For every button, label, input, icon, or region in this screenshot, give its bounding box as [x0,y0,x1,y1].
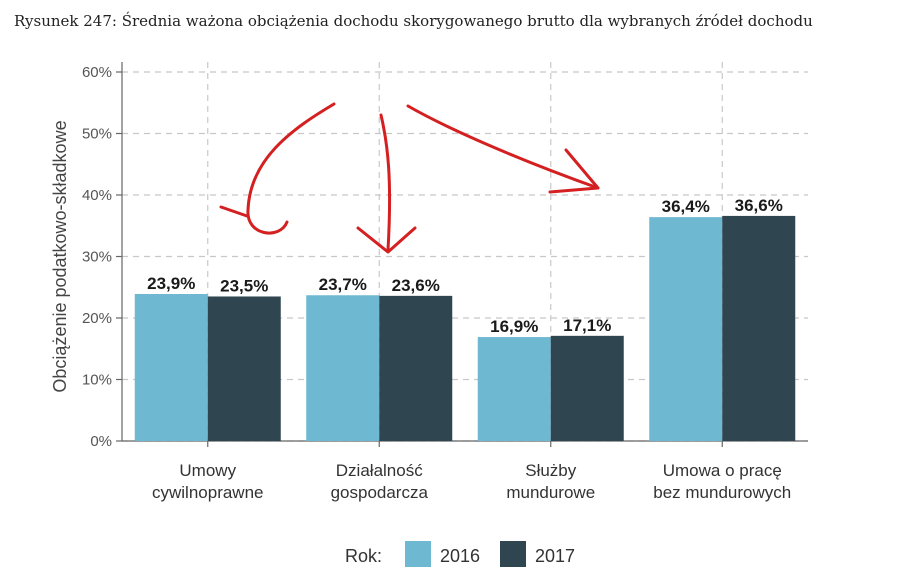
y-tick-label: 20% [82,310,112,327]
red-arrow-3 [406,104,600,190]
x-tick-label: cywilnoprawne [152,483,264,502]
y-tick-label: 10% [82,372,112,389]
bar-2017 [722,215,796,441]
legend-label-2016: 2016 [440,546,480,566]
x-tick-label: Służby [525,461,577,480]
data-label: 36,6% [735,196,783,215]
red-arrow-2-head [356,226,417,254]
bars [134,215,796,441]
x-tick-label: mundurowe [506,483,595,502]
data-label: 23,9% [147,274,195,293]
x-tick-label: Umowy [179,461,236,480]
data-label: 23,7% [319,275,367,294]
data-labels: 23,9% 23,5% 23,7% 23,6% 16,9% 17,1% 36,4% 36,6% [147,196,783,336]
data-label: 16,9% [490,317,538,336]
bar-2016 [134,294,208,441]
y-axis-title: Obciążenie podatkowo-składkowe [50,120,70,392]
data-label: 23,5% [220,276,268,295]
x-tick-label: bez mundurowych [653,483,791,502]
legend: Rok: 2016 2017 [345,541,575,567]
data-label: 23,6% [392,276,440,295]
red-arrow-2 [379,113,392,252]
legend-swatch-2016 [405,541,431,567]
bar-2016 [306,295,380,441]
red-arrow-3-head [548,148,600,194]
red-arrow-1-head [219,205,249,218]
bar-2017 [379,295,453,441]
legend-swatch-2017 [500,541,526,567]
bar-2017 [207,296,281,441]
figure-caption: Rysunek 247: Średnia ważona obciążenia d… [14,12,813,30]
x-axis-categories: Umowy cywilnoprawne Działalność gospodarcza… [152,441,791,502]
y-tick-label: 30% [82,249,112,266]
y-tick-label: 50% [82,126,112,143]
data-label: 36,4% [662,197,710,216]
y-tick-label: 0% [90,433,112,450]
x-tick-label: gospodarcza [331,483,429,502]
y-axis-ticks: 0% 10% 20% 30% 40% 50% 60% [82,64,122,450]
bar-2016 [477,337,551,441]
bar-2016 [649,217,723,441]
legend-label-2017: 2017 [535,546,575,566]
red-arrow-1 [246,102,336,235]
y-tick-label: 40% [82,187,112,204]
bar-2017 [550,335,624,441]
x-tick-label: Umowa o pracę [663,461,782,480]
y-tick-label: 60% [82,64,112,81]
red-arrow-annotations [219,102,600,254]
x-tick-label: Działalność [336,461,423,480]
legend-title: Rok: [345,546,382,566]
data-label: 17,1% [563,316,611,335]
